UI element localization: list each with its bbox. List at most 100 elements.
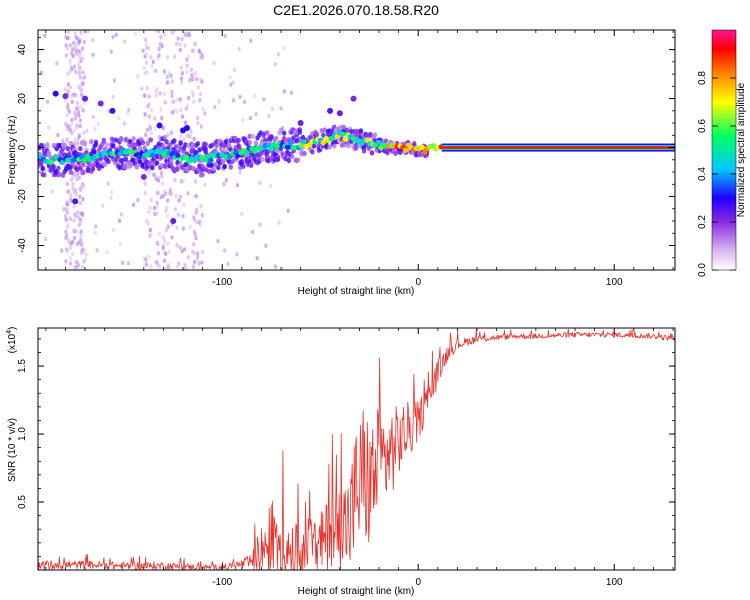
heat-background-cell [71, 181, 75, 187]
heat-cloud-cell [372, 132, 378, 138]
heat-cloud-cell [203, 141, 208, 147]
heat-background-cell [68, 69, 72, 74]
heat-background-cell [117, 218, 122, 224]
heat-background-cell [43, 33, 47, 39]
heat-background-cell [191, 93, 195, 98]
heat-background-cell [199, 204, 203, 209]
heat-background-cell [198, 223, 202, 228]
heat-background-cell [70, 121, 74, 126]
heat-background-cell [74, 229, 78, 234]
heat-cloud-cell [341, 124, 346, 130]
heat-cloud-cell [178, 140, 183, 146]
heat-background-cell [76, 51, 80, 57]
heat-cloud-cell [140, 139, 146, 146]
heat-background-cell [79, 30, 83, 36]
heat-background-cell [144, 60, 149, 65]
heat-background-cell [226, 261, 230, 267]
heat-background-cell [280, 267, 285, 270]
heat-background-cell [156, 242, 160, 247]
heat-background-cell [69, 198, 73, 204]
heat-background-cell [194, 210, 198, 215]
heat-background-cell [78, 200, 82, 206]
heat-background-cell [76, 215, 80, 220]
heat-background-cell [178, 245, 182, 250]
heat-background-cell [111, 227, 115, 233]
heat-background-cell [170, 89, 174, 95]
heat-background-cell [258, 222, 262, 227]
heat-background-cell [164, 251, 168, 257]
heat-cloud-cell [195, 140, 201, 147]
heat-background-cell [149, 131, 154, 136]
heat-background-cell [166, 198, 170, 203]
heat-cloud-cell [286, 157, 292, 164]
heat-cloud-cell [137, 145, 143, 151]
snr-y-scale-exponent: 4 [6, 330, 13, 334]
heat-background-cell [140, 86, 144, 92]
heat-background-cell [248, 115, 253, 121]
heat-background-cell [179, 76, 184, 81]
heat-background-cell [223, 33, 227, 39]
heat-background-cell [78, 38, 82, 43]
heat-background-cell [148, 205, 152, 210]
heat-background-cell [191, 264, 195, 269]
heat-background-cell [165, 80, 169, 85]
heat-background-cell [169, 191, 173, 197]
heat-trace-cell [422, 149, 428, 155]
heat-background-cell [153, 30, 157, 33]
heat-background-cell [179, 65, 183, 70]
heat-background-cell [193, 42, 197, 47]
heat-background-cell [187, 53, 191, 59]
heat-background-cell [82, 39, 86, 45]
heat-background-cell [162, 242, 166, 247]
heat-background-cell [96, 121, 100, 127]
heat-background-cell [81, 81, 85, 86]
heat-cloud-cell [327, 144, 332, 150]
heat-background-cell [170, 79, 175, 84]
heat-cloud-cell [150, 165, 155, 171]
heat-cloud-cell [68, 140, 74, 147]
heat-background-cell [195, 76, 199, 82]
heat-cloud-cell [247, 139, 252, 145]
heat-cloud-cell [203, 146, 208, 152]
heat-background-cell [192, 136, 196, 142]
colorbar-tick-label: 0.2 [697, 215, 708, 229]
heat-background-cell [65, 208, 70, 213]
heat-background-cell [216, 238, 220, 244]
heat-background-cell [165, 267, 169, 270]
heat-background-cell [166, 241, 170, 246]
heat-background-cell [201, 107, 205, 112]
heat-background-cell [165, 55, 170, 60]
heat-background-cell [68, 261, 73, 266]
heat-background-cell [91, 114, 95, 120]
heat-background-cell [158, 91, 162, 96]
spectrogram-frame [37, 29, 676, 271]
heat-background-cell [176, 36, 180, 41]
heat-background-cell [175, 41, 179, 47]
heat-background-cell [180, 80, 184, 85]
heat-cloud-cell [297, 129, 303, 135]
heat-background-cell [173, 54, 177, 59]
heat-trace-cell [342, 136, 349, 142]
heat-background-cell [162, 69, 167, 74]
heat-background-cell [61, 138, 65, 144]
colorbar-tick-label: 0.0 [697, 263, 708, 277]
heat-background-cell [198, 98, 202, 103]
heat-background-cell [66, 35, 70, 41]
heat-cloud-cell [93, 141, 99, 148]
heat-background-cell [122, 121, 126, 126]
heat-cloud-cell [111, 137, 116, 143]
heat-background-cell [192, 259, 197, 265]
heat-background-cell [143, 179, 147, 185]
heat-cloud-cell [198, 158, 204, 164]
heat-background-cell [253, 93, 257, 99]
heat-background-cell [77, 134, 81, 139]
heat-trace-cell [268, 146, 275, 152]
heat-background-cell [146, 45, 150, 51]
heat-background-cell [217, 99, 221, 104]
heat-background-cell [155, 190, 159, 196]
heat-cloud-cell [106, 158, 111, 165]
heat-cloud-cell [206, 168, 212, 174]
heat-background-cell [176, 97, 180, 102]
heat-background-cell [194, 194, 199, 199]
heat-background-cell [157, 231, 161, 236]
